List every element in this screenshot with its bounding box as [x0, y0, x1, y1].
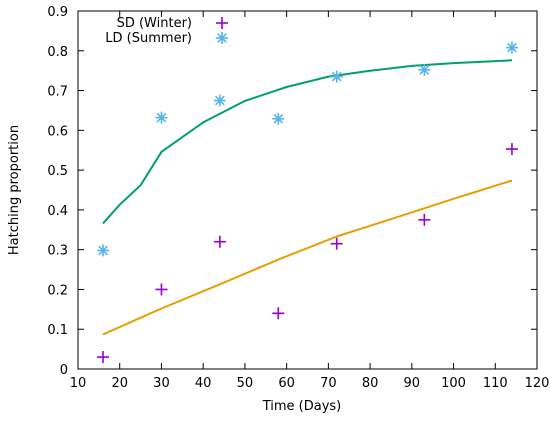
data-point-series-2: [155, 111, 168, 124]
data-point-series-1: [97, 351, 110, 364]
legend: SD (Winter)LD (Summer): [105, 16, 228, 46]
x-tick-label: 90: [404, 376, 421, 391]
x-tick-label: 60: [278, 376, 295, 391]
y-tick-label: 0.3: [47, 244, 68, 259]
y-axis-label: Hatching proportion: [7, 125, 22, 255]
x-tick-label: 100: [441, 376, 466, 391]
x-tick-label: 20: [111, 376, 128, 391]
data-point-series-1: [155, 283, 168, 296]
x-tick-label: 70: [320, 376, 337, 391]
x-tick-label: 80: [362, 376, 379, 391]
data-point-series-1: [213, 235, 226, 248]
data-point-series-2: [272, 112, 285, 125]
legend-marker: [216, 32, 228, 44]
x-tick-label: 10: [70, 376, 87, 391]
y-tick-label: 0.4: [47, 204, 68, 219]
data-point-series-2: [97, 244, 110, 257]
y-tick-label: 0.9: [47, 5, 68, 20]
data-point-series-2: [418, 63, 431, 76]
x-axis-label: Time (Days): [262, 399, 342, 414]
y-tick-label: 0.1: [47, 323, 68, 338]
x-tick-label: 30: [153, 376, 170, 391]
x-tick-label: 110: [483, 376, 508, 391]
y-tick-label: 0.6: [47, 124, 68, 139]
data-point-series-2: [330, 70, 343, 83]
data-point-series-2: [505, 41, 518, 54]
legend-marker: [216, 17, 228, 29]
y-tick-label: 0.7: [47, 85, 68, 100]
y-tick-label: 0.2: [47, 283, 68, 298]
y-tick-label: 0: [60, 363, 68, 378]
data-point-series-1: [505, 143, 518, 156]
x-tick-label: 50: [237, 376, 254, 391]
data-point-series-2: [213, 94, 226, 107]
plot-frame: [77, 10, 538, 370]
legend-label: LD (Summer): [105, 31, 192, 46]
x-tick-label: 120: [525, 376, 550, 391]
legend-label: SD (Winter): [117, 16, 192, 31]
x-tick-label: 40: [195, 376, 212, 391]
data-point-series-1: [330, 237, 343, 250]
fit-line-2: [102, 59, 513, 225]
y-tick-label: 0.5: [47, 164, 68, 179]
y-tick-label: 0.8: [47, 45, 68, 60]
data-point-series-1: [272, 307, 285, 320]
fit-line-1: [102, 179, 513, 336]
data-point-series-1: [418, 213, 431, 226]
